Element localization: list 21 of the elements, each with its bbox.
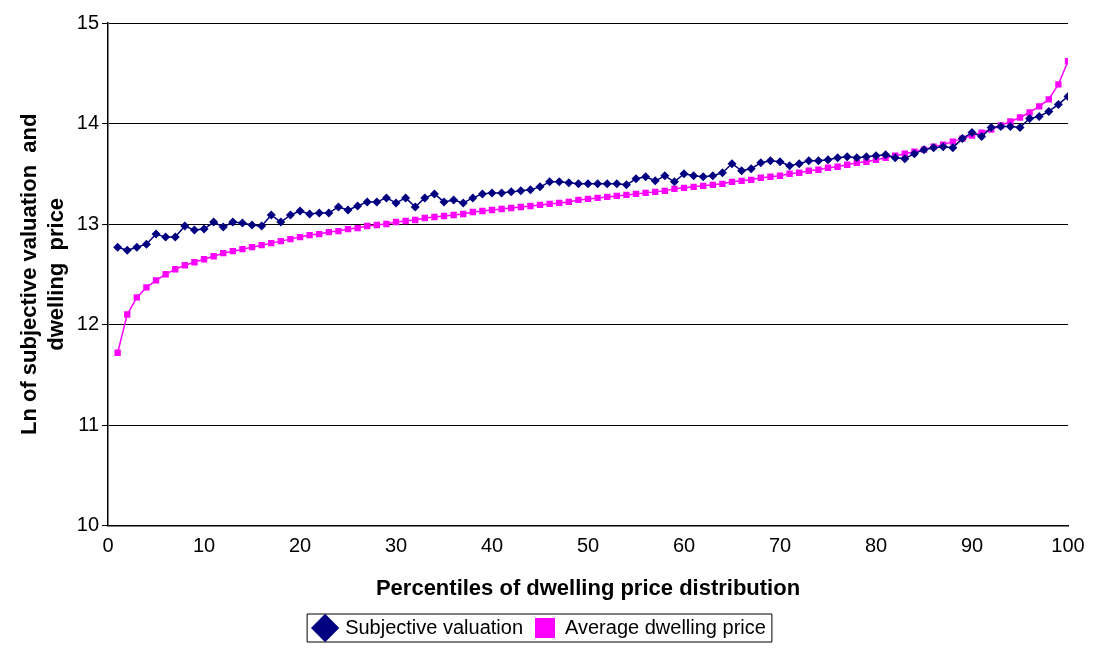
legend-label: Average dwelling price xyxy=(565,615,766,638)
x-tick-label: 80 xyxy=(864,534,888,557)
x-tick-label: 30 xyxy=(384,534,408,557)
x-tick-label: 10 xyxy=(192,534,216,557)
x-tick-label: 90 xyxy=(960,534,984,557)
x-tick-label: 20 xyxy=(288,534,312,557)
y-tick-label: 13 xyxy=(76,211,100,234)
x-tick-label: 50 xyxy=(576,534,600,557)
y-tick-label: 11 xyxy=(78,412,100,435)
x-tick-label: 60 xyxy=(672,534,696,557)
y-axis-title: Ln of subjective valuation and dwelling price xyxy=(16,113,68,436)
y-tick-label: 15 xyxy=(76,10,100,33)
y-tick-label: 14 xyxy=(76,111,100,134)
x-tick-label: 70 xyxy=(768,534,792,557)
x-tick-label: 100 xyxy=(1051,534,1085,557)
y-tick-label: 12 xyxy=(76,312,100,335)
x-tick-label: 0 xyxy=(102,534,114,557)
x-tick-label: 40 xyxy=(480,534,504,557)
x-axis-title: Percentiles of dwelling price distribution xyxy=(375,574,801,600)
legend-label: Subjective valuation xyxy=(345,615,524,638)
y-tick-label: 10 xyxy=(76,513,100,536)
